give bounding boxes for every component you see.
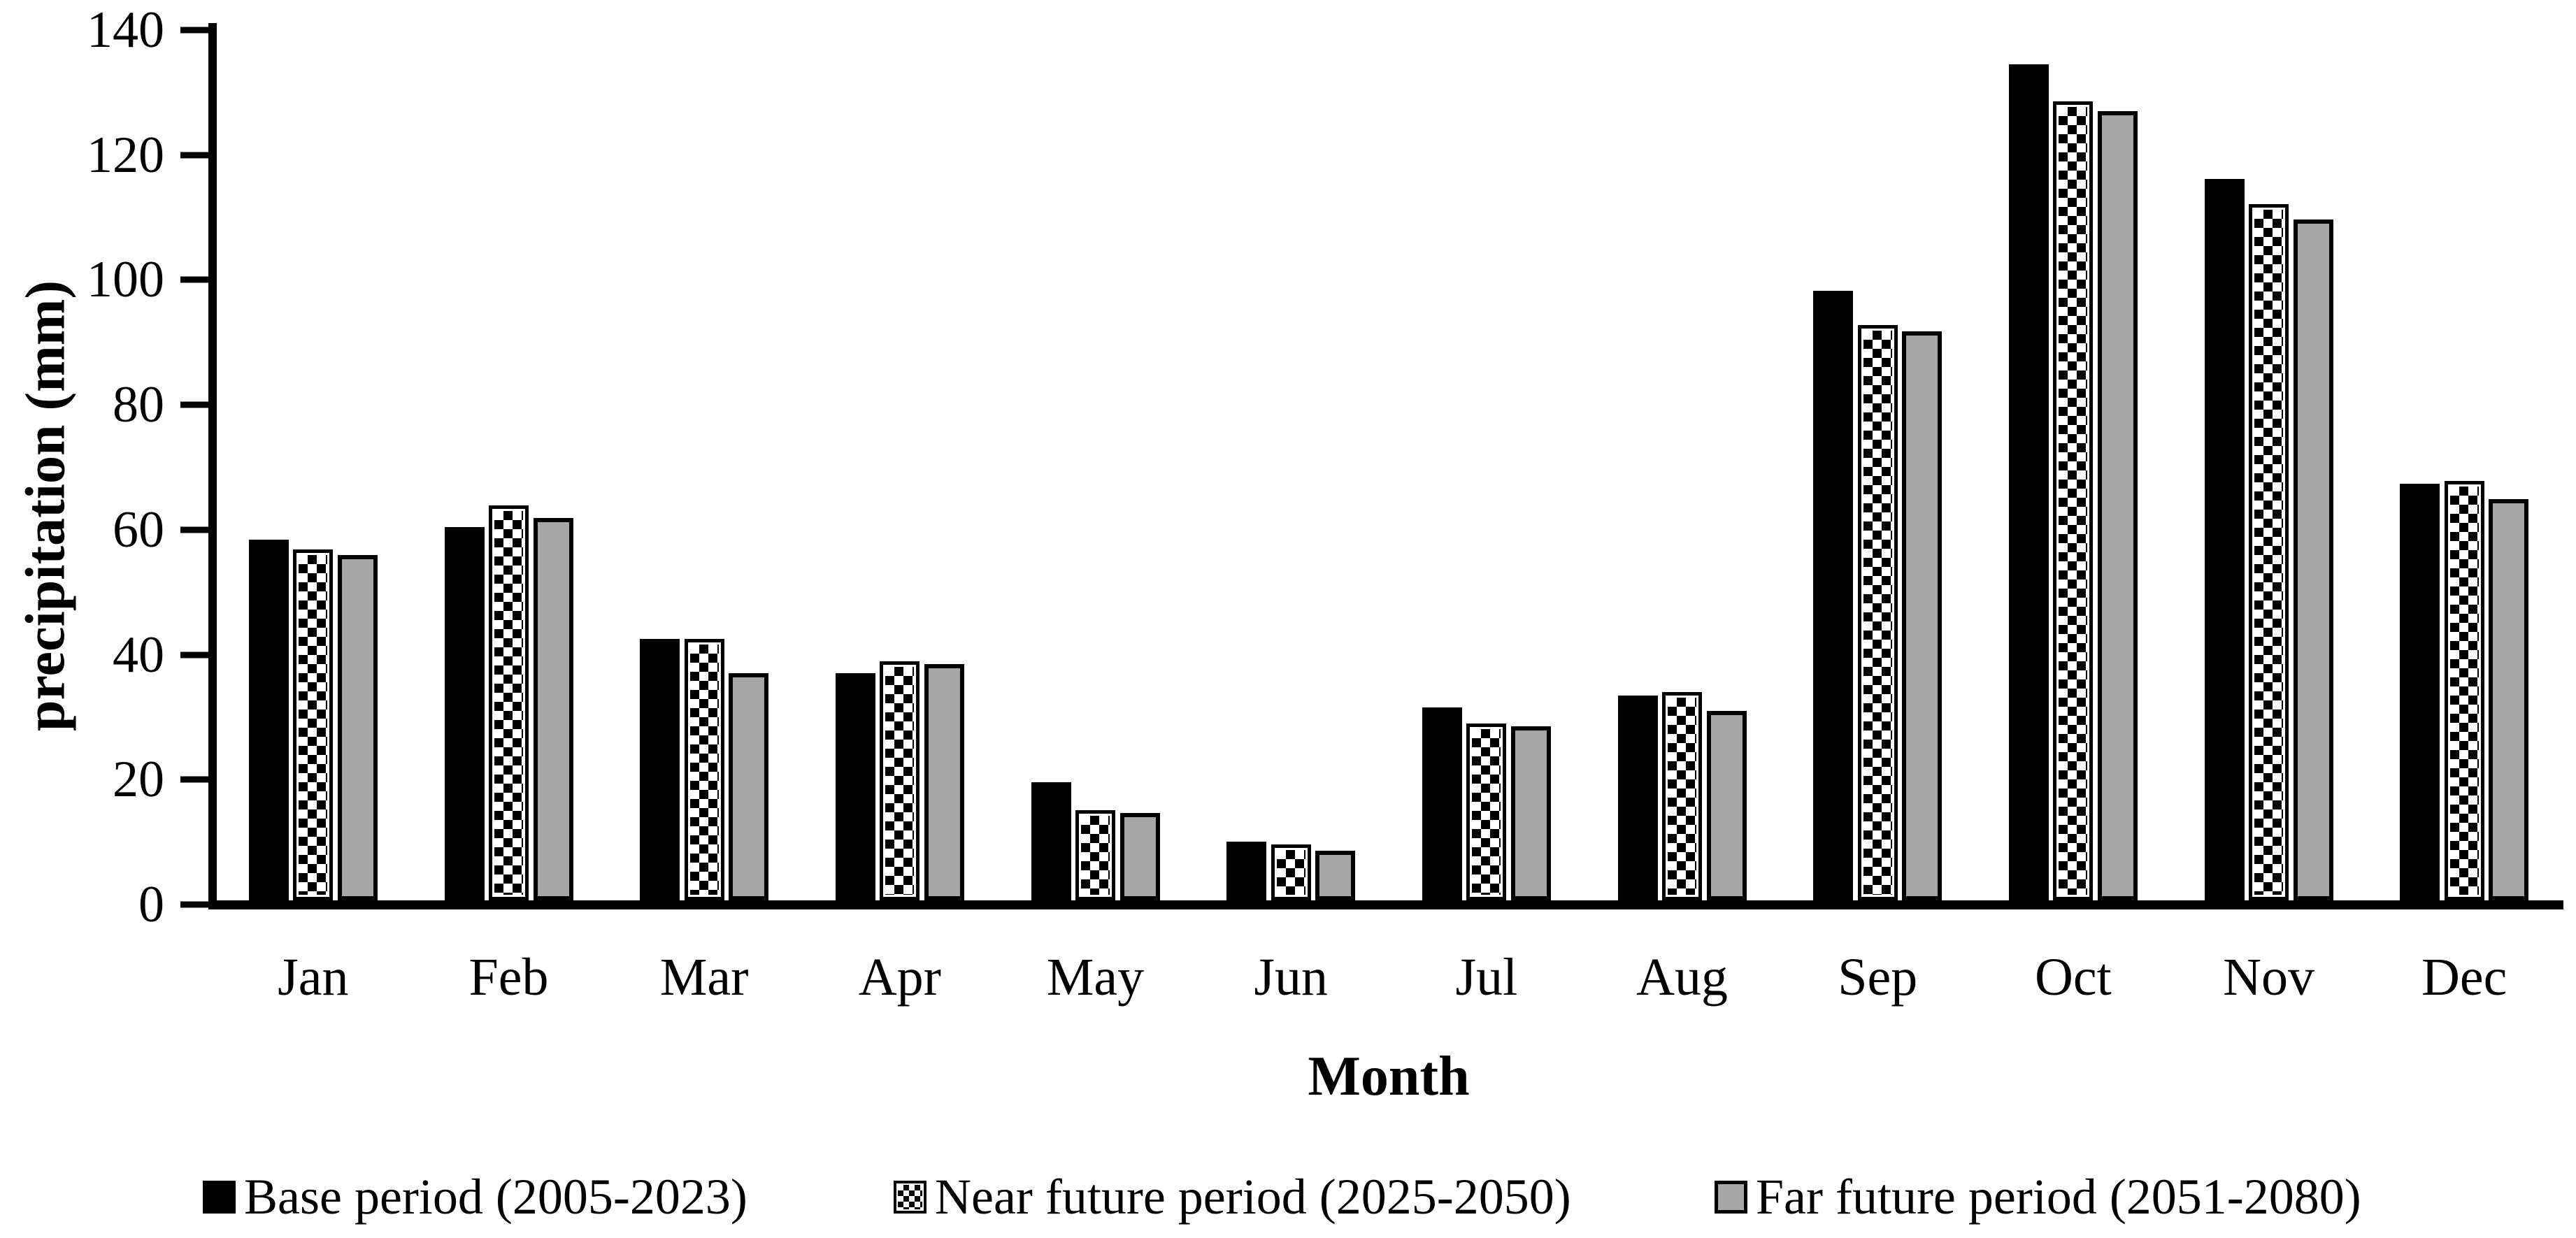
x-label-aug: Aug bbox=[1636, 948, 1728, 1007]
bar-jan-base bbox=[248, 540, 289, 900]
legend-label: Far future period (2051-2080) bbox=[1756, 1169, 2361, 1225]
plot-area bbox=[215, 30, 2562, 900]
y-tick-mark bbox=[180, 526, 208, 533]
y-tick-mark bbox=[180, 276, 208, 283]
bar-nov-near-future bbox=[2249, 204, 2289, 900]
x-label-mar: Mar bbox=[659, 948, 749, 1007]
legend-item-base-period: Base period (2005-2023) bbox=[203, 1162, 747, 1232]
y-tick-mark bbox=[180, 901, 208, 908]
y-tick-mark bbox=[180, 776, 208, 783]
bar-jul-base bbox=[1422, 707, 1462, 900]
legend-swatch-checkerboard-icon bbox=[894, 1180, 926, 1214]
legend-swatch-solid-black-icon bbox=[203, 1180, 236, 1214]
bar-oct-far-future bbox=[2097, 111, 2138, 900]
x-label-feb: Feb bbox=[468, 948, 549, 1007]
bar-aug-near-future bbox=[1662, 692, 1702, 900]
x-label-oct: Oct bbox=[2035, 948, 2112, 1007]
bar-may-near-future bbox=[1075, 810, 1115, 900]
y-tick-mark bbox=[180, 652, 208, 658]
bar-dec-far-future bbox=[2489, 499, 2529, 900]
x-label-apr: Apr bbox=[858, 948, 941, 1007]
bar-dec-base bbox=[2400, 484, 2440, 900]
bar-jun-far-future bbox=[1315, 851, 1356, 900]
x-label-sep: Sep bbox=[1838, 948, 1918, 1007]
bar-feb-far-future bbox=[533, 518, 573, 900]
legend: Base period (2005-2023) Near future peri… bbox=[0, 1162, 2576, 1232]
y-tick-mark bbox=[180, 27, 208, 34]
bar-oct-near-future bbox=[2053, 101, 2094, 900]
legend-item-far-future-period: Far future period (2051-2080) bbox=[1715, 1162, 2361, 1232]
bar-oct-base bbox=[2008, 64, 2049, 900]
bar-dec-near-future bbox=[2444, 481, 2484, 900]
x-label-jan: Jan bbox=[278, 948, 349, 1007]
bar-sep-near-future bbox=[1857, 325, 1898, 900]
bar-sep-base bbox=[1813, 291, 1854, 900]
bar-aug-far-future bbox=[1706, 711, 1747, 900]
x-label-jul: Jul bbox=[1455, 948, 1518, 1007]
legend-label: Near future period (2025-2050) bbox=[935, 1169, 1571, 1225]
bar-feb-near-future bbox=[489, 505, 529, 900]
y-tick-label-40: 40 bbox=[113, 626, 164, 684]
bar-apr-near-future bbox=[880, 661, 920, 900]
bar-jan-near-future bbox=[293, 549, 334, 900]
y-tick-label-120: 120 bbox=[87, 126, 164, 184]
x-label-dec: Dec bbox=[2421, 948, 2507, 1007]
y-tick-label-140: 140 bbox=[87, 1, 164, 59]
y-tick-label-100: 100 bbox=[87, 251, 164, 309]
x-label-may: May bbox=[1046, 948, 1145, 1007]
bar-aug-base bbox=[1617, 696, 1658, 900]
bar-jul-near-future bbox=[1466, 724, 1507, 900]
bar-nov-base bbox=[2204, 179, 2245, 900]
bar-jan-far-future bbox=[337, 555, 378, 900]
y-tick-marks bbox=[180, 27, 208, 908]
x-axis-line bbox=[208, 900, 2563, 909]
legend-label: Base period (2005-2023) bbox=[244, 1169, 747, 1225]
legend-item-near-future-period: Near future period (2025-2050) bbox=[894, 1162, 1571, 1232]
bar-jun-base bbox=[1226, 842, 1267, 900]
bar-sep-far-future bbox=[1902, 331, 1942, 900]
bar-mar-far-future bbox=[729, 673, 769, 900]
legend-swatch-solid-gray-icon bbox=[1715, 1180, 1747, 1214]
bar-jun-near-future bbox=[1271, 844, 1311, 900]
bar-may-base bbox=[1031, 782, 1071, 900]
x-axis-title: Month bbox=[1308, 1046, 1470, 1107]
y-tick-label-80: 80 bbox=[113, 376, 164, 434]
bar-mar-near-future bbox=[684, 639, 724, 900]
bar-apr-base bbox=[835, 673, 875, 900]
bar-may-far-future bbox=[1119, 813, 1160, 900]
bar-feb-base bbox=[444, 527, 485, 900]
x-label-jun: Jun bbox=[1254, 948, 1328, 1007]
y-axis-line bbox=[208, 23, 217, 909]
y-tick-label-20: 20 bbox=[113, 751, 164, 809]
bar-apr-far-future bbox=[924, 664, 964, 900]
bar-mar-base bbox=[640, 639, 680, 900]
y-tick-label-60: 60 bbox=[113, 501, 164, 559]
bar-nov-far-future bbox=[2293, 219, 2333, 900]
y-tick-mark bbox=[180, 401, 208, 408]
y-tick-label-0: 0 bbox=[138, 876, 164, 933]
y-tick-labels: 0 20 40 60 80 100 120 140 bbox=[14, 4, 164, 930]
x-tick-labels: Jan Feb Mar Apr May Jun Jul Aug Sep Oct … bbox=[215, 942, 2562, 1012]
x-label-nov: Nov bbox=[2223, 948, 2314, 1007]
bar-jul-far-future bbox=[1510, 726, 1551, 900]
y-tick-mark bbox=[180, 152, 208, 159]
